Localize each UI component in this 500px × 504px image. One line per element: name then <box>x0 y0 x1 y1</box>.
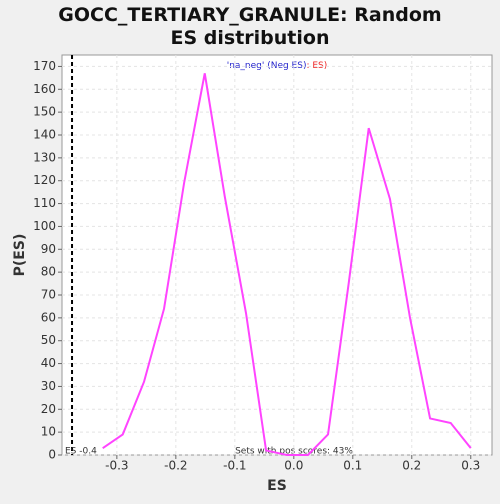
y-tick-label: 0 <box>48 448 56 462</box>
y-axis-label: P(ES) <box>12 234 28 277</box>
x-tick-label: -0.3 <box>105 459 128 473</box>
x-tick-label: 0.3 <box>461 459 480 473</box>
series-line <box>102 73 472 456</box>
y-tick-label: 50 <box>41 333 56 347</box>
legend: 'na_neg' (Neg ES): ES) <box>227 61 328 71</box>
x-axis-label: ES <box>267 478 287 494</box>
y-tick-label: 10 <box>41 425 56 439</box>
y-tick-label: 150 <box>33 105 56 119</box>
y-tick-label: 140 <box>33 128 56 142</box>
x-tick-label: 0.2 <box>402 459 421 473</box>
y-tick-label: 80 <box>41 265 56 279</box>
y-tick-label: 60 <box>41 310 56 324</box>
x-tick-label: -0.2 <box>164 459 187 473</box>
x-tick-label: 0.0 <box>284 459 303 473</box>
y-tick-label: 100 <box>33 219 56 233</box>
y-tick-label: 70 <box>41 288 56 302</box>
y-tick-label: 160 <box>33 82 56 96</box>
es-marker-label: ES -0.4 <box>65 447 97 457</box>
y-tick-label: 90 <box>41 242 56 256</box>
x-tick-label: -0.1 <box>223 459 246 473</box>
y-tick-label: 130 <box>33 150 56 164</box>
chart-title: GOCC_TERTIARY_GRANULE: Random ES distribu… <box>58 4 441 49</box>
y-tick-label: 170 <box>33 59 56 73</box>
y-tick-label: 110 <box>33 196 56 210</box>
legend-left: 'na_neg' (Neg ES) <box>227 61 307 71</box>
plot-area <box>61 54 493 456</box>
y-tick-label: 120 <box>33 173 56 187</box>
y-tick-label: 30 <box>41 379 56 393</box>
y-tick-label: 40 <box>41 356 56 370</box>
legend-right: : ES) <box>306 61 327 71</box>
x-tick-label: 0.1 <box>343 459 362 473</box>
y-tick-label: 20 <box>41 402 56 416</box>
